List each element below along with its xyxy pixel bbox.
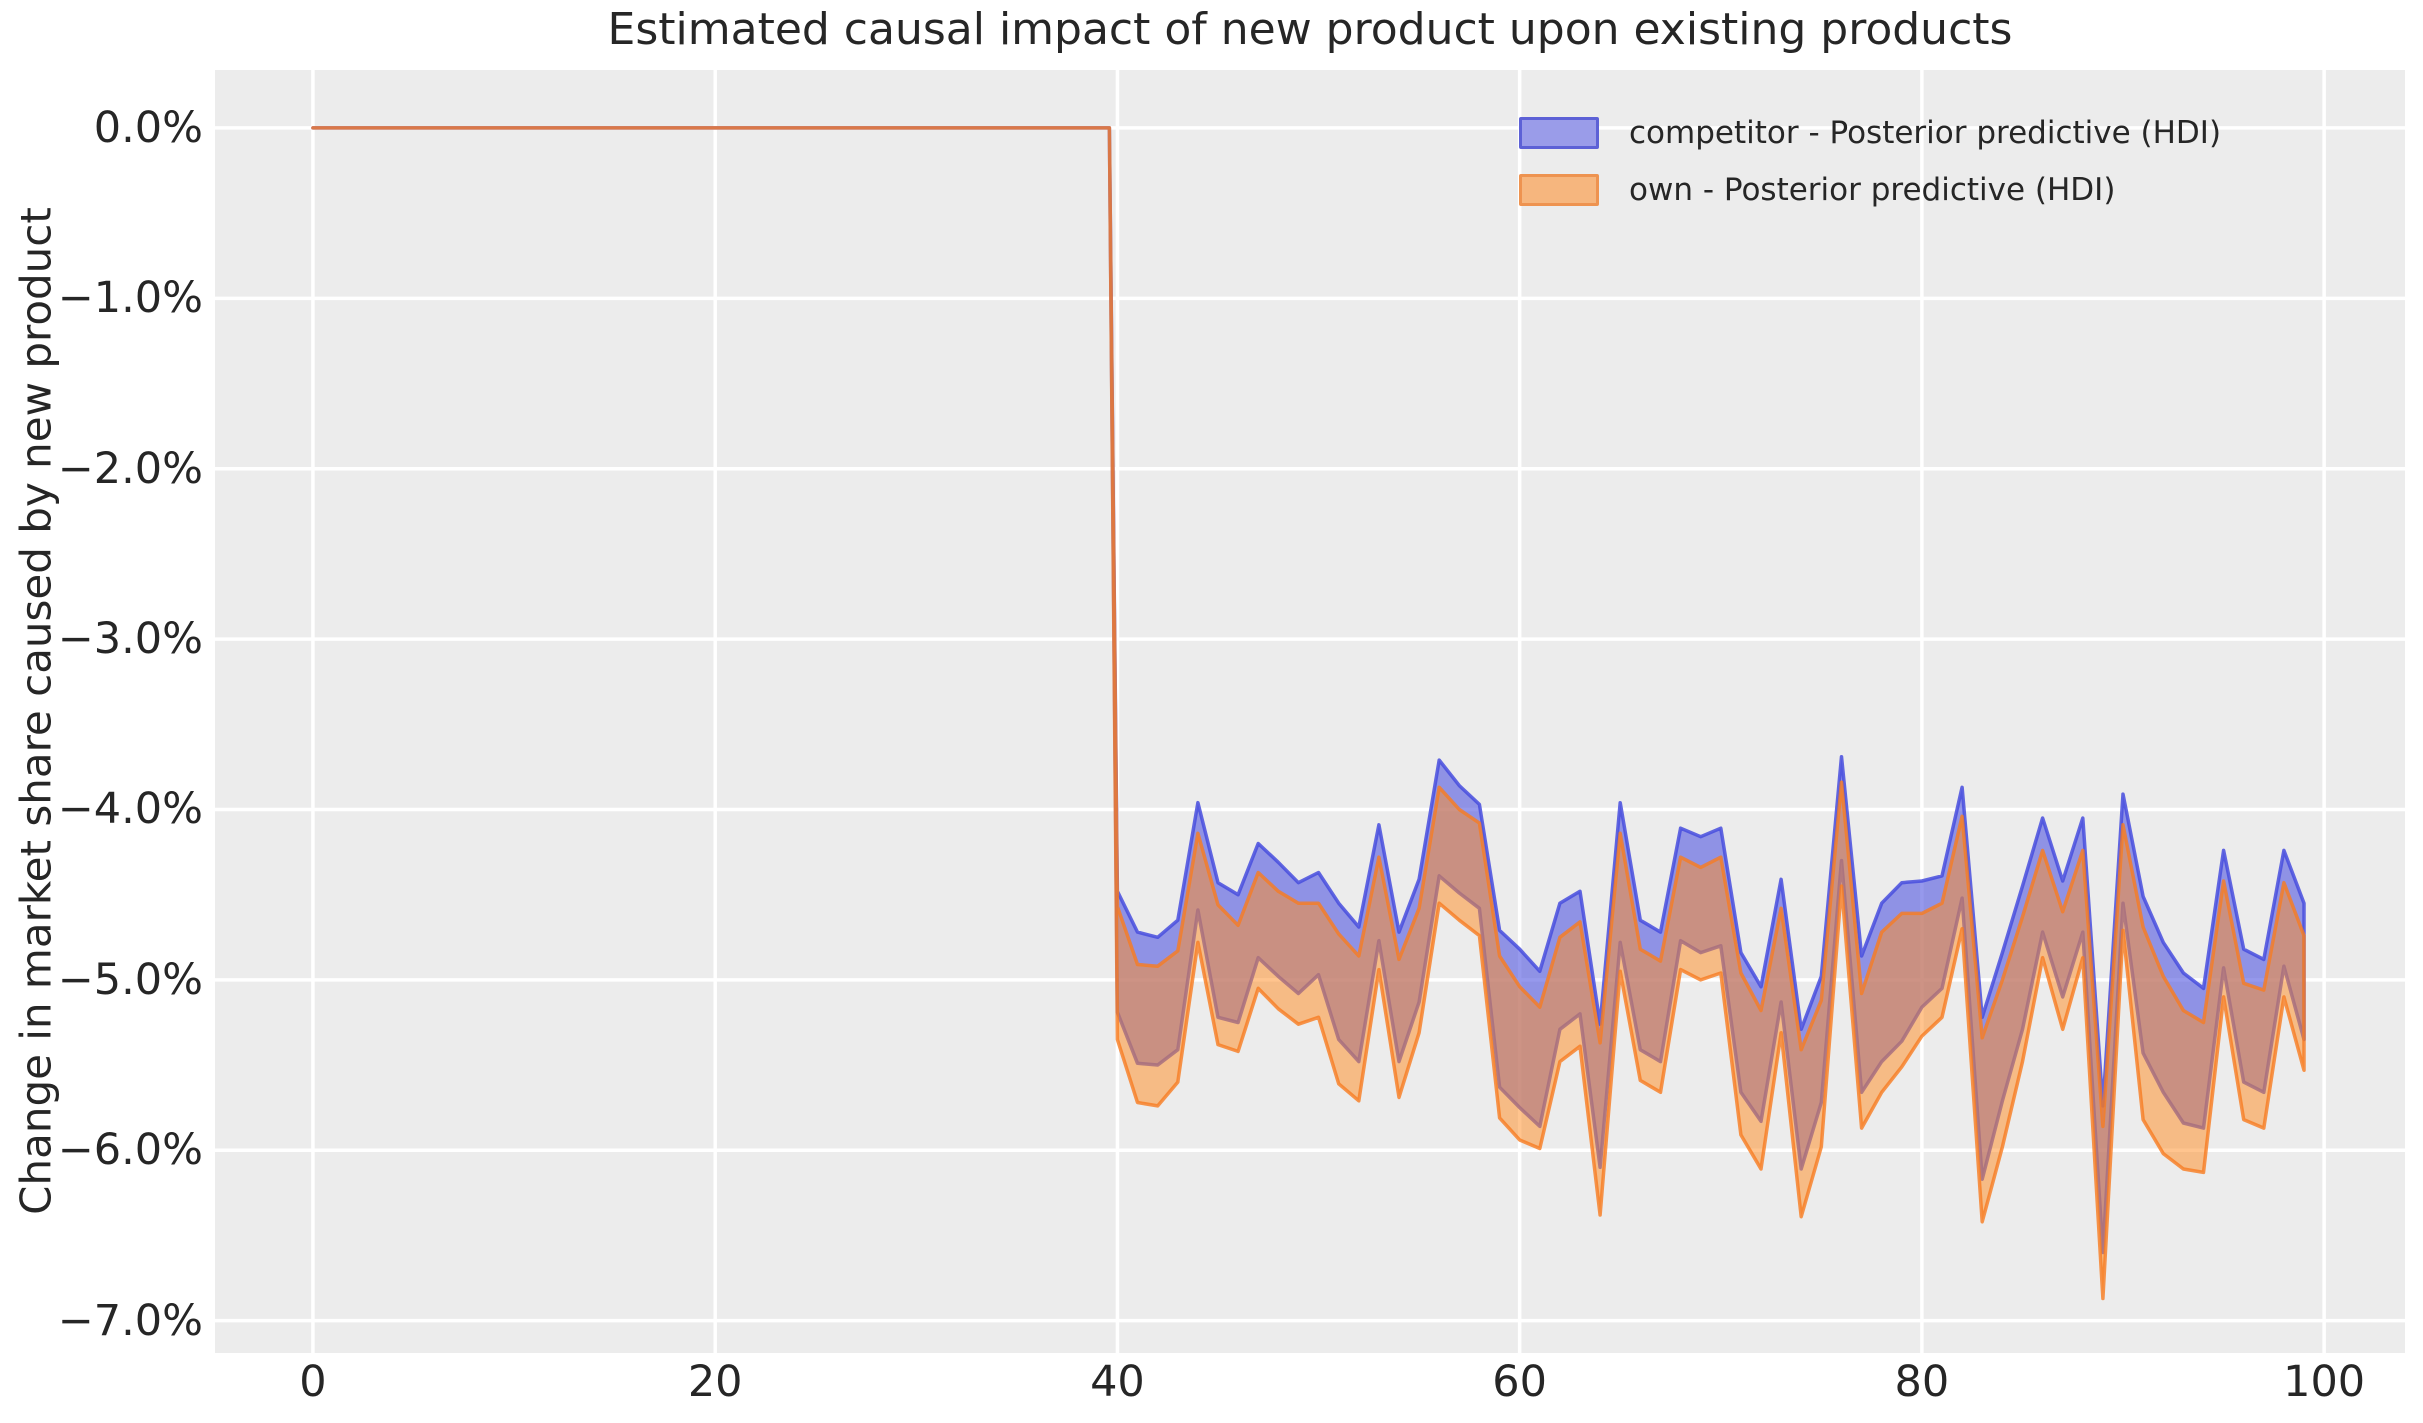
y-tick-label: −6.0%	[57, 1125, 203, 1176]
x-tick-label: 40	[1090, 1357, 1145, 1407]
legend-item-competitor: competitor - Posterior predictive (HDI)	[1519, 104, 2221, 161]
competitor-hdi-swatch-icon	[1519, 116, 1599, 149]
y-tick-label: −1.0%	[57, 273, 203, 324]
own-hdi-swatch-icon	[1519, 173, 1599, 206]
y-tick-label: −5.0%	[57, 954, 203, 1005]
y-tick-label: −7.0%	[57, 1295, 203, 1346]
plot-area-background	[215, 70, 2405, 1353]
y-axis-label: Change in market share caused by new pro…	[11, 207, 61, 1215]
x-tick-label: 100	[2283, 1357, 2366, 1407]
x-tick-label: 60	[1492, 1357, 1548, 1407]
legend: competitor - Posterior predictive (HDI) …	[1519, 104, 2221, 218]
x-tick-label: 80	[1894, 1357, 1950, 1407]
legend-item-own: own - Posterior predictive (HDI)	[1519, 161, 2221, 218]
legend-label-own: own - Posterior predictive (HDI)	[1629, 171, 2116, 208]
chart-title: Estimated causal impact of new product u…	[607, 4, 2013, 55]
y-tick-label: 0.0%	[93, 102, 203, 153]
y-tick-label: −2.0%	[57, 443, 203, 494]
legend-label-competitor: competitor - Posterior predictive (HDI)	[1629, 114, 2222, 151]
x-tick-label: 20	[687, 1357, 743, 1407]
y-tick-label: −4.0%	[57, 784, 203, 835]
y-tick-label: −3.0%	[57, 614, 203, 665]
own-hdi-band	[311, 126, 2306, 1301]
x-tick-label: 0	[299, 1357, 327, 1407]
